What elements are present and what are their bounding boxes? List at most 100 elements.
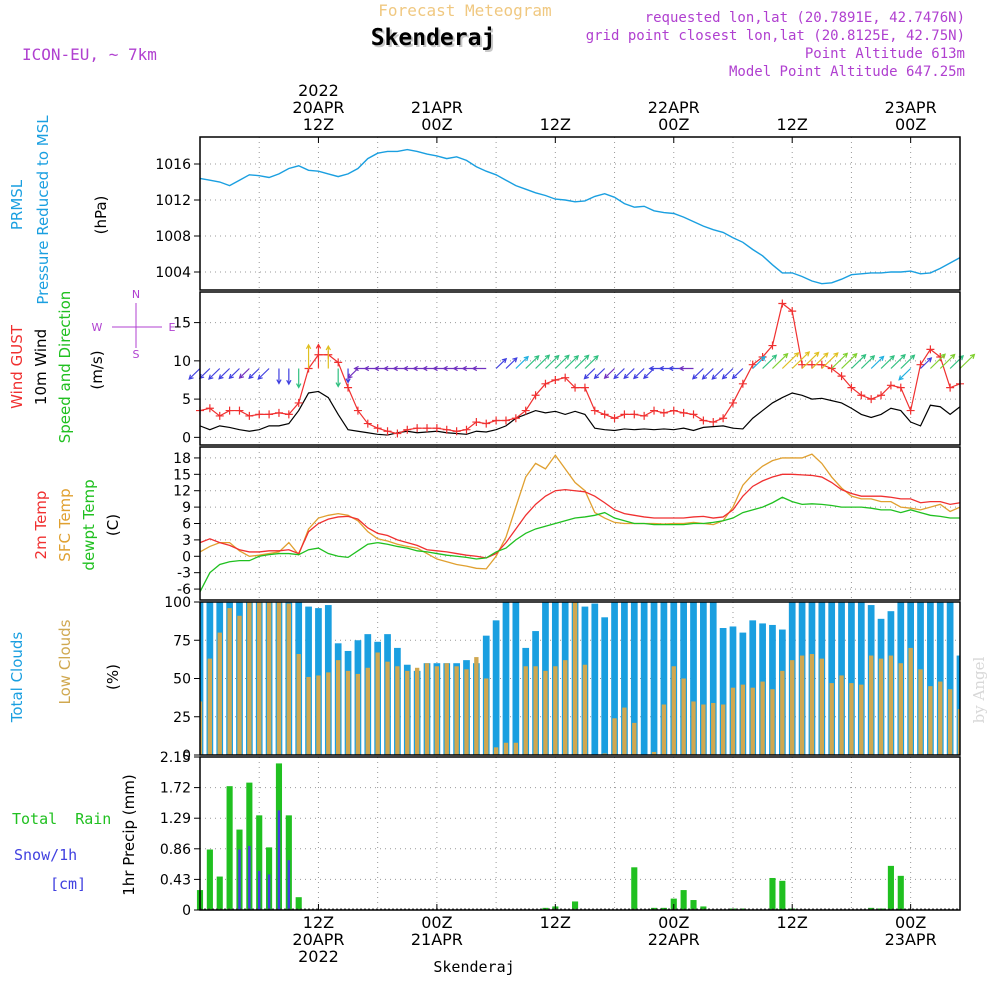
rain-bar	[650, 907, 658, 910]
top-time-label: 00Z	[895, 115, 926, 134]
wind-arrow	[851, 353, 867, 369]
low-cloud-bar	[947, 689, 953, 755]
precip-panel-labels: Total Rain Snow/1h [cm] 1hr Precip (mm)	[12, 774, 138, 895]
sfc-temp-line	[199, 453, 961, 570]
wind-arrow	[841, 352, 858, 369]
rain-bar	[769, 877, 776, 910]
low-cloud-bar	[878, 658, 884, 755]
compass-w: W	[92, 321, 103, 334]
supertitle: Forecast Meteogram	[378, 1, 551, 20]
low-cloud-bar	[632, 722, 637, 755]
gust-marker	[482, 419, 491, 428]
pressure-ytick-label: 1004	[155, 265, 191, 281]
temp-ytick-label: 6	[182, 517, 191, 533]
total-cloud-bar	[640, 602, 648, 755]
gust-marker	[462, 425, 471, 434]
gust-marker	[363, 419, 372, 428]
info-model-altitude: Model Point Altitude 647.25m	[729, 64, 965, 80]
low-cloud-bar	[464, 669, 469, 755]
gust-marker	[946, 383, 955, 392]
precip-ytick-label: 2.15	[160, 750, 191, 766]
bottom-time-label: 00Z	[421, 913, 452, 932]
low-cloud-bar	[681, 678, 686, 755]
wind-arrow	[248, 368, 260, 380]
wind-arrow	[257, 368, 270, 380]
total-cloud-bar	[650, 602, 658, 755]
gust-marker	[284, 410, 293, 419]
total-cloud-bar	[709, 602, 717, 755]
gust-marker	[521, 406, 530, 415]
info-grid-point: grid point closest lon,lat (20.8125E, 42…	[586, 28, 965, 44]
info-point-altitude: Point Altitude 613m	[805, 46, 965, 62]
wind-arrow	[296, 368, 302, 389]
top-time-label: 2022	[298, 81, 339, 100]
gust-marker	[867, 395, 876, 404]
low-cloud-bar	[868, 655, 874, 755]
rain-bar	[295, 897, 302, 910]
wind-arrow	[691, 368, 704, 380]
bottom-time-label: 2022	[298, 947, 339, 966]
low-cloud-bar	[336, 660, 341, 755]
compass-s: S	[133, 348, 140, 361]
rain-bar	[680, 890, 687, 910]
snow-bar	[238, 849, 241, 910]
low-cloud-bar	[720, 704, 726, 755]
total-cloud-bar	[848, 602, 855, 755]
wind-arrow	[583, 368, 596, 380]
low-cloud-bar	[237, 615, 242, 755]
total-cloud-bar	[936, 602, 944, 755]
low-cloud-bar	[780, 670, 785, 755]
low-cloud-bar	[711, 702, 716, 755]
gust-marker	[906, 406, 915, 415]
gust-marker	[393, 429, 402, 438]
bottom-time-label: 00Z	[658, 913, 689, 932]
low-cloud-bar	[770, 689, 775, 755]
low-cloud-bar	[296, 654, 301, 755]
gust-marker	[265, 410, 274, 419]
gust-marker	[492, 416, 501, 425]
info-requested: requested lon,lat (20.7891E, 42.7476N)	[645, 10, 965, 26]
gust-marker	[235, 406, 244, 415]
bottom-time-label: 22APR	[648, 930, 700, 949]
gust-marker	[215, 411, 224, 420]
low-cloud-bar	[799, 655, 805, 755]
top-time-label: 12Z	[303, 115, 334, 134]
low-cloud-bar	[405, 670, 410, 755]
low-cloud-bar	[385, 661, 390, 755]
wind-arrow	[731, 368, 744, 380]
wind-arrow	[959, 353, 976, 369]
gust-marker	[274, 408, 283, 417]
temp-ytick-label: 15	[173, 467, 191, 483]
rain-bar	[660, 907, 667, 910]
wind-arrow	[228, 368, 240, 380]
wind-ytick-label: 0	[182, 430, 191, 446]
wind-arrow	[564, 355, 580, 369]
low-cloud-bar	[553, 666, 558, 755]
low-cloud-bar	[266, 602, 272, 755]
snow-label: Snow/1h	[14, 846, 77, 864]
snow-bar	[277, 810, 281, 910]
low-cloud-bar	[740, 684, 746, 755]
precip-ytick-label: 0.43	[160, 872, 191, 888]
temp-dewpt-label: dewpt Temp	[80, 479, 98, 570]
low-cloud-bar	[849, 683, 854, 755]
clouds-ytick-label: 0	[182, 748, 191, 764]
rain-bar	[868, 907, 875, 910]
wind-arrow	[898, 368, 912, 381]
gust-marker	[541, 379, 550, 388]
gust-marker	[353, 406, 362, 415]
total-cloud-bar	[611, 602, 618, 755]
gust-marker	[423, 424, 432, 433]
temp-2m-label: 2m Temp	[32, 491, 50, 560]
snow-bar	[267, 874, 271, 910]
total-cloud-bar	[690, 602, 697, 755]
bottom-time-label: 12Z	[540, 913, 571, 932]
low-cloud-bar	[503, 742, 509, 755]
gust-marker	[886, 381, 895, 390]
temp-ytick-label: -6	[177, 582, 191, 598]
low-cloud-bar	[809, 654, 815, 755]
pressure-label-prmsl: PRMSL	[8, 179, 26, 230]
wind-10m-label: 10m Wind	[32, 329, 50, 405]
gust-marker	[640, 411, 649, 420]
